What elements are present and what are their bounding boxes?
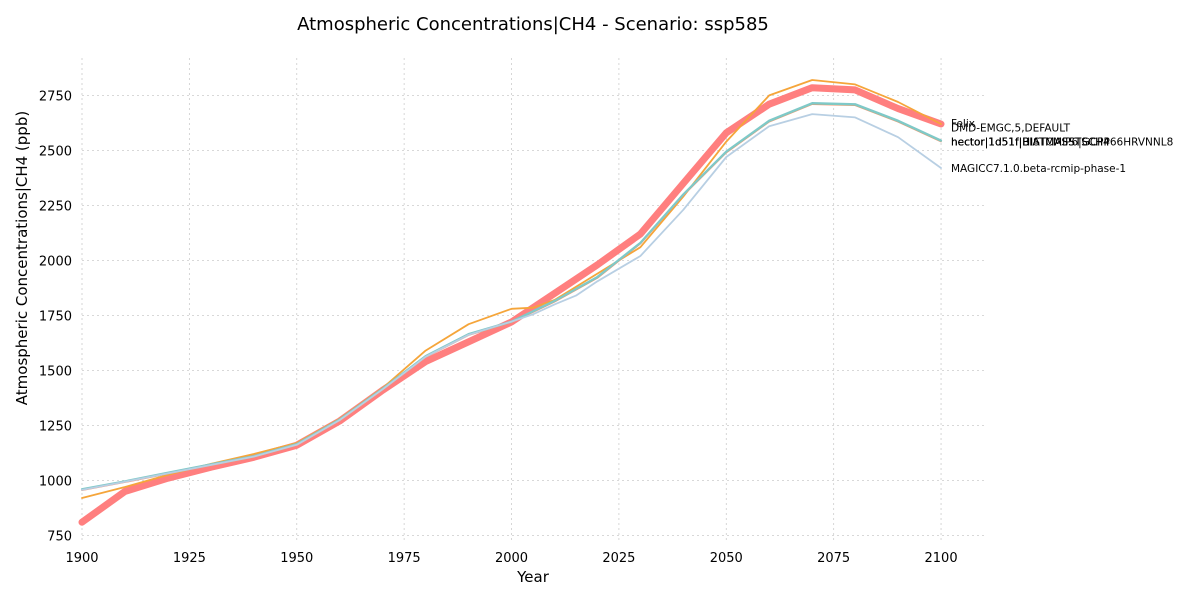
x-tick-label: 2075: [817, 551, 850, 566]
y-tick-label: 1500: [39, 364, 72, 379]
x-tick-label: 1975: [388, 551, 421, 566]
x-tick-label: 2100: [925, 551, 958, 566]
y-tick-label: 2750: [39, 89, 72, 104]
x-tick-label: 2000: [495, 551, 528, 566]
x-tick-label: 1950: [280, 551, 313, 566]
series-line-5: [81, 113, 942, 491]
series-label-2: hector|1d51f|BIATMASSTSCH4: [951, 137, 1110, 149]
series-label-0: Felix: [951, 118, 975, 130]
series-line-2: [81, 103, 942, 492]
y-tick-label: 2250: [39, 199, 72, 214]
x-ticks: 1900 1925 1950 1975 2000 2025 2050 2075 2100: [65, 551, 957, 566]
x-tick-label: 2050: [710, 551, 743, 566]
series-label-4: hector|1d51f|BIATMASSTSCH4: [951, 137, 1110, 149]
series-lines: [78, 79, 945, 526]
y-tick-label: 750: [47, 529, 72, 544]
y-ticks: 750 1000 1250 1500 1750 2000 2250 2500 2750: [39, 89, 72, 544]
y-axis-label: Atmospheric Concentrations|CH4 (ppb): [13, 111, 31, 405]
series-line-3: [81, 103, 942, 491]
series-line-1: [81, 79, 942, 499]
y-tick-label: 1750: [39, 309, 72, 324]
series-line-4: [80, 101, 943, 491]
y-tick-label: 1000: [39, 474, 72, 489]
y-tick-label: 1250: [39, 419, 72, 434]
series-label-1: DMD-EMGC,5,DEFAULT: [951, 122, 1071, 134]
x-tick-label: 1900: [65, 551, 98, 566]
x-tick-label: 1925: [173, 551, 206, 566]
y-tick-label: 2000: [39, 254, 72, 269]
y-tick-label: 2500: [39, 144, 72, 159]
x-tick-label: 2025: [602, 551, 635, 566]
chart-title: Atmospheric Concentrations|CH4 - Scenari…: [297, 14, 769, 35]
x-axis-label: Year: [516, 568, 550, 586]
series-label-3: hector|1d51f|HISTCMIP6|GCPP66HRVNNL8: [951, 137, 1173, 149]
grid: [81, 58, 984, 542]
series-label-5: MAGICC7.1.0.beta-rcmip-phase-1: [951, 163, 1126, 175]
